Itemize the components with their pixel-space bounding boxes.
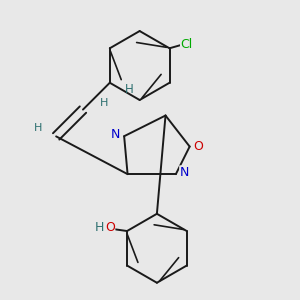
Text: H: H [125, 83, 134, 96]
Text: H: H [100, 98, 109, 108]
Text: O: O [193, 140, 203, 153]
Text: N: N [180, 166, 189, 179]
Text: Cl: Cl [181, 38, 193, 51]
Text: O: O [105, 221, 115, 234]
Text: H: H [95, 221, 104, 234]
Text: N: N [111, 128, 120, 141]
Text: H: H [34, 123, 42, 133]
